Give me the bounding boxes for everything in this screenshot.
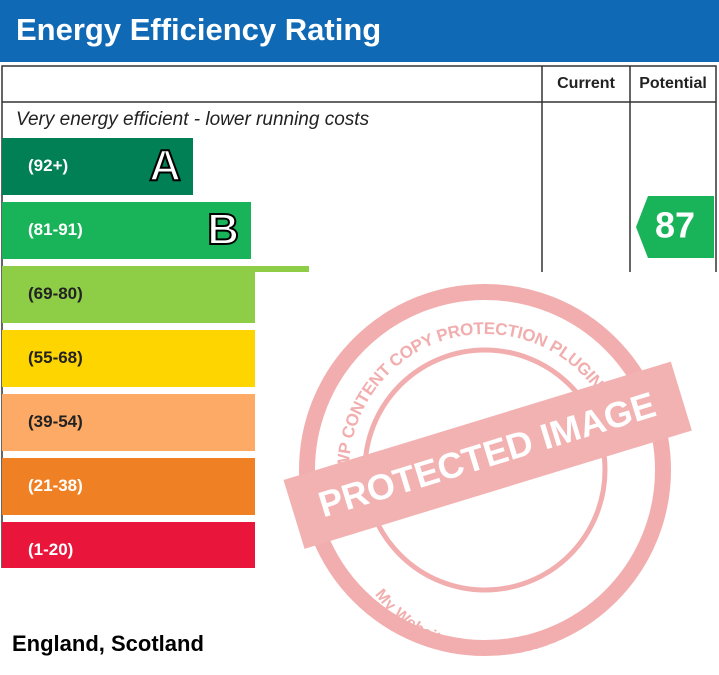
header-title: Energy Efficiency Rating — [16, 12, 381, 47]
band-range: (81-91) — [28, 220, 83, 239]
stamp-ring — [299, 284, 671, 656]
band-letter: B — [207, 205, 239, 254]
band-bar — [2, 202, 251, 259]
column-header: Current — [557, 75, 615, 92]
band-range: (69-80) — [28, 284, 83, 303]
footer: England, Scotland — [12, 631, 204, 656]
band-range: (55-68) — [28, 348, 83, 367]
top-note: Very energy efficient - lower running co… — [16, 109, 370, 130]
band-bar — [2, 138, 193, 195]
potential-arrow — [636, 196, 714, 258]
column-header: Potential — [639, 75, 707, 92]
potential-value: 87 — [655, 205, 695, 246]
band-range: (92+) — [28, 156, 68, 175]
band-range: (21-38) — [28, 476, 83, 495]
header-bar — [0, 0, 719, 62]
band-letter: A — [149, 141, 181, 190]
watermark-banner — [283, 361, 692, 549]
band-range: (39-54) — [28, 412, 83, 431]
band-range: (1-20) — [28, 540, 73, 559]
